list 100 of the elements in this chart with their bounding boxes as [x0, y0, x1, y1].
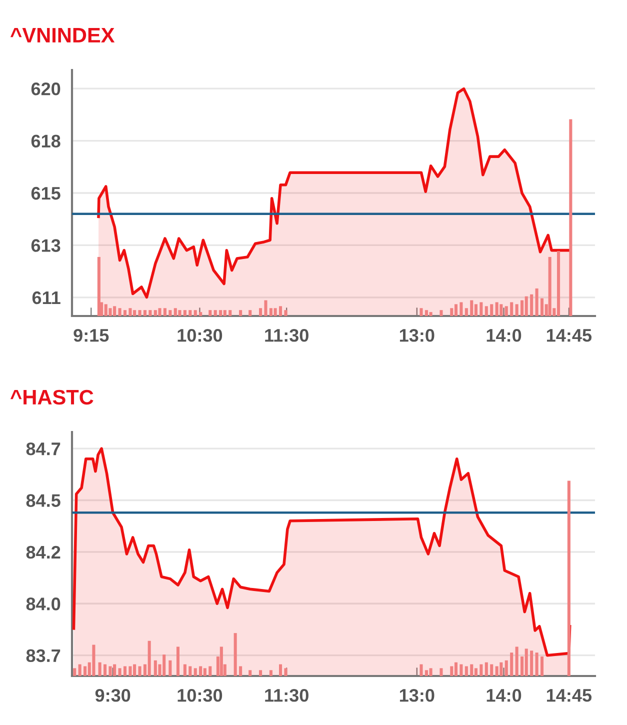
bar: [530, 294, 534, 316]
x-tick-label: 13:0: [400, 688, 434, 702]
bar: [556, 251, 560, 316]
bar: [158, 308, 162, 316]
bar: [484, 662, 488, 676]
bar: [474, 304, 478, 316]
bar: [123, 666, 127, 676]
x-tick-label: 9:30: [95, 688, 130, 702]
y-tick-label: 84.5: [26, 494, 60, 507]
bar: [278, 306, 282, 316]
bar: [464, 666, 468, 676]
bar: [148, 310, 152, 316]
bar: [540, 656, 544, 676]
bar: [123, 310, 127, 316]
bar: [118, 668, 122, 676]
bar: [495, 666, 498, 676]
y-tick-label: 84.0: [26, 598, 60, 610]
bar: [163, 308, 166, 316]
bar: [194, 668, 197, 676]
bar: [214, 310, 217, 316]
bar: [138, 310, 142, 316]
bar: [484, 306, 488, 316]
bar: [495, 302, 498, 316]
bar: [535, 652, 538, 676]
x-tick-label: 14:45: [546, 329, 592, 342]
bar: [535, 288, 538, 316]
y-tick-label: 611: [32, 291, 60, 304]
bar: [470, 300, 474, 316]
y-tick-label: 615: [31, 186, 60, 200]
bar: [470, 664, 474, 676]
bar: [460, 302, 463, 316]
bar: [524, 296, 528, 316]
bar: [143, 310, 146, 316]
bar: [220, 646, 223, 676]
bar: [454, 662, 458, 676]
bar: [194, 310, 197, 316]
bar: [520, 300, 524, 316]
bar: [188, 310, 192, 316]
y-tick-label: 618: [31, 134, 60, 148]
bar: [223, 310, 226, 316]
bar: [234, 633, 237, 676]
bar: [168, 660, 172, 676]
bar: [208, 666, 212, 676]
bar: [504, 306, 508, 316]
bar: [248, 670, 252, 676]
bar: [248, 310, 252, 316]
bar: [97, 256, 100, 316]
bar: [264, 300, 268, 316]
bar: [567, 480, 570, 676]
bar: [98, 662, 102, 676]
bar: [460, 664, 463, 676]
x-tick-label: 10:30: [178, 328, 222, 342]
bar: [239, 666, 242, 676]
bar: [530, 650, 534, 676]
bar: [219, 310, 222, 316]
bar: [420, 664, 423, 676]
bar: [490, 304, 494, 316]
bar: [278, 664, 282, 676]
bar: [168, 310, 172, 316]
bar: [284, 310, 288, 316]
bar: [108, 308, 112, 316]
bar: [239, 310, 242, 316]
bar: [450, 666, 454, 676]
bar: [208, 310, 212, 316]
bar: [199, 312, 202, 316]
y-tick-label: 84.7: [26, 442, 60, 456]
bar: [228, 310, 232, 316]
bar: [474, 668, 478, 676]
y-tick-label: 620: [31, 82, 60, 96]
bar: [259, 670, 262, 676]
bar: [450, 308, 454, 316]
bar: [500, 304, 503, 316]
bar: [515, 304, 518, 316]
bar: [104, 304, 108, 316]
bar: [148, 640, 151, 676]
x-tick-label: 14:0: [486, 328, 522, 342]
bar: [524, 648, 528, 676]
x-tick-label: 14:45: [546, 689, 592, 702]
bar: [429, 668, 432, 676]
bar: [78, 664, 82, 676]
bar: [500, 662, 503, 676]
bar: [118, 308, 122, 316]
bar: [420, 308, 423, 316]
y-tick-label: 84.2: [26, 546, 60, 559]
bar: [92, 644, 96, 676]
bar: [510, 302, 514, 316]
x-tick-label: 11:30: [265, 328, 308, 342]
bar: [454, 304, 458, 316]
bar: [269, 670, 272, 676]
y-tick-label: 83.7: [26, 649, 60, 662]
bar: [84, 666, 87, 676]
bar: [515, 646, 518, 676]
bar: [259, 308, 262, 316]
bar: [188, 666, 192, 676]
bar: [480, 664, 483, 676]
y-tick-label: 613: [31, 239, 60, 252]
bar: [548, 256, 552, 316]
bar: [440, 668, 443, 676]
bar: [540, 298, 544, 316]
bar: [490, 664, 494, 676]
